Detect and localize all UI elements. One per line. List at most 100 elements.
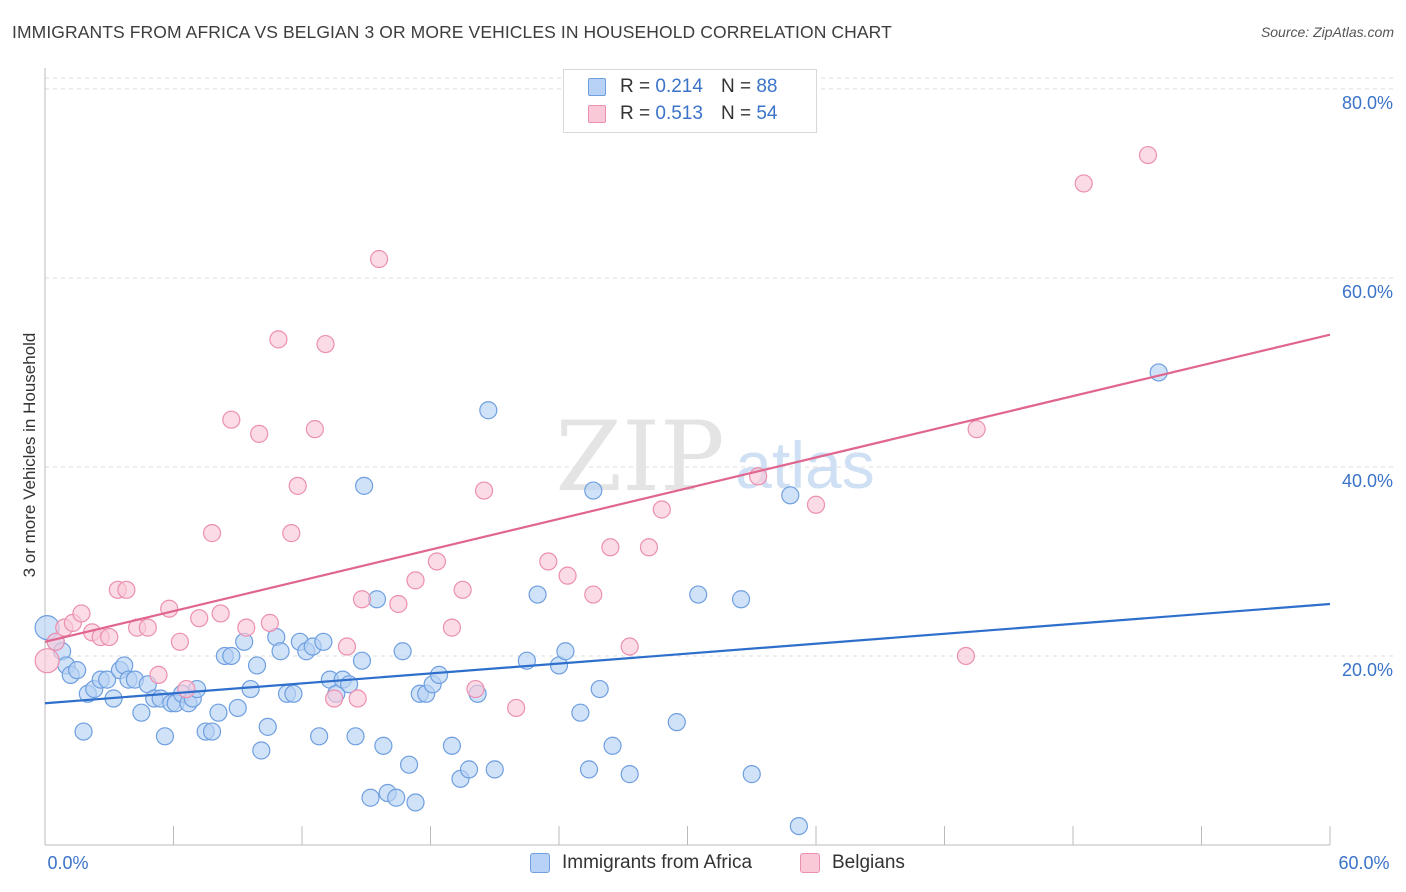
x-tick-label: 60.0%	[1338, 853, 1389, 873]
belgian-point	[72, 604, 91, 623]
belgian-point	[269, 330, 288, 349]
africa-point	[352, 651, 372, 670]
belgian-point	[202, 524, 222, 543]
africa-point	[361, 788, 380, 807]
africa-point	[442, 736, 462, 755]
belgian-point	[282, 524, 301, 543]
belgian-point	[466, 679, 485, 699]
y-tick-label: 60.0%	[1342, 282, 1393, 302]
africa-point	[603, 736, 622, 755]
legend-label-africa: Immigrants from Africa	[562, 852, 753, 873]
belgian-point	[639, 538, 659, 557]
africa-point	[346, 727, 365, 746]
legend-label-belgians: Belgians	[832, 852, 905, 873]
stats-row-africa: R = 0.214 N = 88	[588, 76, 777, 98]
belgian-point	[474, 481, 494, 500]
r-value: 0.513	[655, 103, 703, 124]
africa-point	[202, 722, 222, 741]
belgian-point	[389, 594, 408, 614]
africa-point	[528, 585, 547, 604]
n-label: N =	[720, 76, 752, 97]
africa-point	[222, 646, 241, 666]
africa-point	[74, 722, 93, 741]
africa-swatch	[588, 78, 606, 96]
belgian-point	[539, 552, 558, 571]
tick-labels: 20.0% 40.0% 60.0% 80.0% 0.0% 60.0%	[47, 93, 1393, 873]
belgian-trend-line	[44, 333, 1331, 643]
africa-point	[571, 703, 590, 722]
belgian-point	[237, 618, 256, 637]
africa-point	[485, 760, 504, 779]
belgian-point	[406, 571, 425, 590]
source-label: Source: ZipAtlas.com	[1260, 24, 1394, 40]
belgian-point	[1138, 145, 1158, 165]
trend-lines	[44, 333, 1331, 705]
belgian-point	[601, 538, 620, 557]
africa-point	[314, 632, 333, 651]
africa-point	[406, 793, 425, 812]
africa-point	[429, 665, 449, 684]
africa-point	[789, 816, 808, 836]
africa-point	[374, 736, 393, 755]
belgian-point	[316, 334, 335, 354]
africa-point	[228, 698, 247, 718]
africa-point	[620, 765, 639, 784]
africa-point	[241, 679, 260, 699]
africa-point	[355, 476, 374, 495]
belgian-point	[250, 424, 269, 443]
belgian-point	[138, 618, 157, 637]
africa-point	[479, 401, 498, 420]
belgian-point	[305, 420, 324, 439]
belgian-swatch	[588, 105, 606, 123]
chart-title: IMMIGRANTS FROM AFRICA VS BELGIAN 3 OR M…	[12, 22, 892, 42]
africa-point	[781, 486, 800, 505]
stats-legend: R = 0.214 N = 88 R = 0.513 N = 54	[563, 69, 817, 133]
series-belgians-points	[34, 145, 1158, 718]
belgian-point	[190, 609, 209, 628]
africa-point	[579, 760, 599, 779]
axes	[44, 68, 1331, 846]
y-tick-label: 20.0%	[1342, 660, 1393, 680]
africa-point	[132, 703, 151, 722]
africa-point	[252, 741, 271, 760]
belgian-point	[34, 648, 60, 674]
stats-row-belgians: R = 0.513 N = 54	[588, 103, 777, 125]
africa-point	[310, 727, 329, 746]
africa-point	[556, 642, 575, 661]
africa-point	[98, 670, 117, 689]
watermark-atlas: atlas	[735, 428, 874, 502]
belgian-point	[652, 500, 671, 519]
belgian-point	[584, 585, 603, 604]
belgian-point	[806, 495, 826, 514]
series-legend: Immigrants from Africa Belgians	[0, 852, 1406, 878]
africa-point	[68, 661, 87, 680]
belgian-point	[348, 689, 367, 708]
africa-point	[247, 656, 267, 675]
y-tick-label: 80.0%	[1342, 93, 1393, 113]
belgian-point	[100, 627, 119, 647]
belgian-point	[211, 604, 230, 623]
r-label: R =	[620, 76, 651, 97]
belgian-point	[325, 689, 344, 708]
belgian-point	[453, 580, 472, 599]
belgian-point	[352, 590, 372, 609]
belgian-point	[222, 410, 241, 429]
belgian-point	[370, 249, 389, 269]
belgian-point	[117, 580, 136, 599]
africa-trend-line	[44, 602, 1331, 705]
belgian-legend-swatch	[800, 853, 820, 873]
africa-point	[731, 590, 751, 609]
n-value: 88	[756, 76, 778, 97]
watermark-zip: ZIP	[555, 401, 724, 513]
africa-point	[155, 727, 175, 746]
legend-item-belgians[interactable]: Belgians	[800, 852, 905, 874]
africa-point	[1149, 363, 1168, 382]
belgian-point	[149, 665, 168, 684]
y-tick-label: 40.0%	[1342, 471, 1393, 491]
africa-point	[258, 717, 277, 736]
africa-point	[284, 684, 303, 703]
legend-item-africa[interactable]: Immigrants from Africa	[530, 852, 752, 874]
belgian-point	[337, 637, 357, 656]
africa-point	[393, 642, 412, 661]
